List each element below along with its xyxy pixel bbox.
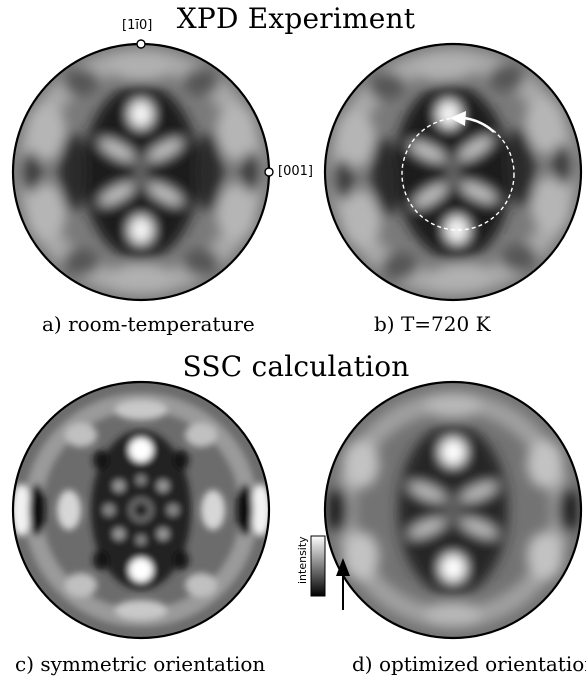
- panel-b-pattern: [316, 35, 586, 308]
- rotation-arrowhead: [450, 111, 466, 126]
- experiment-title: XPD Experiment: [176, 2, 416, 35]
- panel-c-boundary: [11, 380, 271, 640]
- rotation-arrow: [463, 116, 495, 133]
- caption-panel-d: d) optimized orientation: [352, 652, 586, 676]
- intensity-colorbar: [310, 535, 326, 597]
- panel-b-boundary: [323, 42, 583, 302]
- panel-d-boundary: [323, 380, 583, 640]
- caption-panel-a: a) room-temperature: [42, 312, 255, 336]
- calculation-title: SSC calculation: [182, 350, 410, 383]
- caption-panel-b: b) T=720 K: [374, 312, 491, 336]
- caption-panel-c: c) symmetric orientation: [15, 652, 266, 676]
- axis-marker-top: [136, 39, 146, 49]
- intensity-label: intensity: [296, 536, 309, 584]
- intensity-arrowhead: [336, 558, 350, 576]
- axis-label-1-10: [1ī0]: [122, 18, 153, 33]
- panel-d-pattern: [325, 382, 581, 638]
- axis-marker-right: [264, 167, 274, 177]
- axis-label-001: [001]: [278, 164, 313, 179]
- panel-a-pattern: [13, 44, 269, 300]
- rotation-circle: [401, 117, 515, 231]
